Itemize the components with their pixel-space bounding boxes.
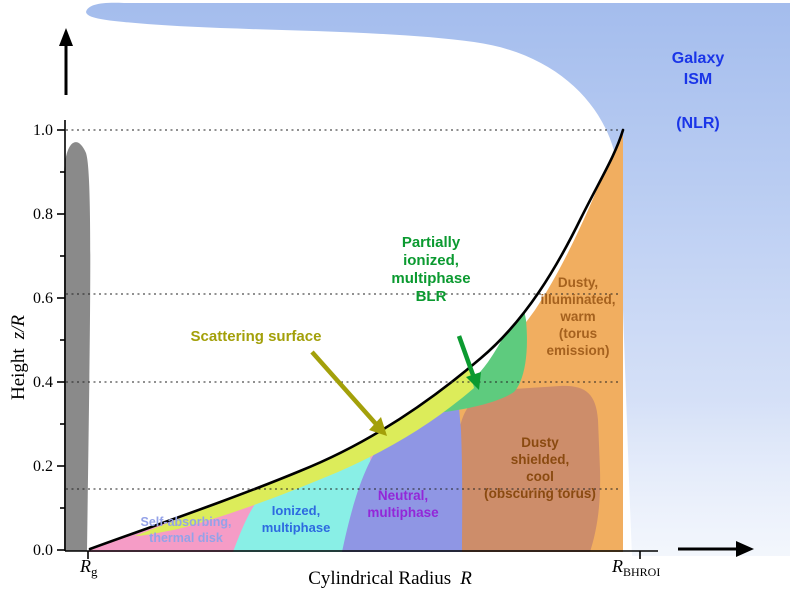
ionized-label: Ionized, bbox=[272, 503, 320, 518]
blr-label: ionized, bbox=[403, 252, 459, 269]
blr-label: multiphase bbox=[391, 270, 470, 287]
x-tick-label-rg: Rg bbox=[79, 556, 98, 579]
y-tick-labels: 1.0 0.8 0.6 0.4 0.2 0.0 bbox=[33, 122, 53, 559]
blr-arrow-head bbox=[466, 372, 481, 390]
y-tick-label: 0.0 bbox=[33, 542, 53, 559]
torus-warm-label: warm bbox=[559, 309, 595, 324]
ionized-label: multiphase bbox=[262, 520, 331, 535]
y-tick-label: 0.6 bbox=[33, 290, 53, 307]
x-tick-label-rbhroi: RBHROI bbox=[611, 556, 660, 579]
galaxy-ism-label: ISM bbox=[684, 71, 712, 88]
annotation-arrows bbox=[310, 335, 481, 436]
y-axis-title: Heightz/R bbox=[8, 315, 29, 400]
dotted-gridlines bbox=[66, 129, 620, 490]
thermal-disk-label: thermal disk bbox=[149, 531, 223, 545]
right-arrow-head bbox=[736, 541, 754, 557]
up-arrow-head bbox=[59, 28, 73, 46]
torus-warm-label: illuminated, bbox=[540, 292, 615, 307]
scattering-arrow-head bbox=[369, 417, 387, 436]
axis-direction-arrows bbox=[59, 28, 754, 557]
region-inner-gray bbox=[64, 142, 91, 551]
nlr-label: (NLR) bbox=[676, 115, 720, 132]
wind-boundary-curve bbox=[88, 128, 625, 551]
galaxy-ism-label: Galaxy bbox=[672, 50, 725, 67]
thermal-disk-label: Self-absorbing, bbox=[141, 515, 232, 529]
y-tick-label: 0.2 bbox=[33, 458, 53, 475]
scattering-arrow bbox=[310, 350, 378, 426]
scattering-surface-label: Scattering surface bbox=[191, 328, 322, 345]
region-galaxy-ism bbox=[86, 2, 790, 557]
blr-label: Partially bbox=[402, 234, 461, 251]
torus-cool-label: shielded, bbox=[511, 452, 570, 467]
torus-cool-label: cool bbox=[526, 469, 554, 484]
torus-cool-label: (obscuring torus) bbox=[484, 486, 596, 501]
neutral-label: multiphase bbox=[367, 505, 439, 520]
neutral-label: Neutral, bbox=[378, 488, 428, 503]
region-torus-cool bbox=[453, 385, 601, 552]
torus-warm-label: (torus bbox=[559, 326, 597, 341]
axes bbox=[57, 120, 658, 559]
x-axis-title: Cylindrical Radius R bbox=[308, 568, 472, 589]
torus-cool-label: Dusty bbox=[521, 435, 559, 450]
y-tick-label: 0.4 bbox=[33, 374, 53, 391]
region-neutral-multiphase bbox=[342, 397, 463, 552]
torus-warm-label: emission) bbox=[546, 343, 609, 358]
region-blr-green bbox=[426, 294, 527, 414]
y-tick-label: 1.0 bbox=[33, 122, 53, 139]
blr-label: BLR bbox=[416, 288, 447, 305]
y-tick-label: 0.8 bbox=[33, 206, 53, 223]
blr-arrow bbox=[456, 335, 476, 376]
torus-warm-label: Dusty, bbox=[558, 275, 598, 290]
region-labels: Galaxy ISM (NLR) Partially ionized, mult… bbox=[141, 50, 725, 545]
